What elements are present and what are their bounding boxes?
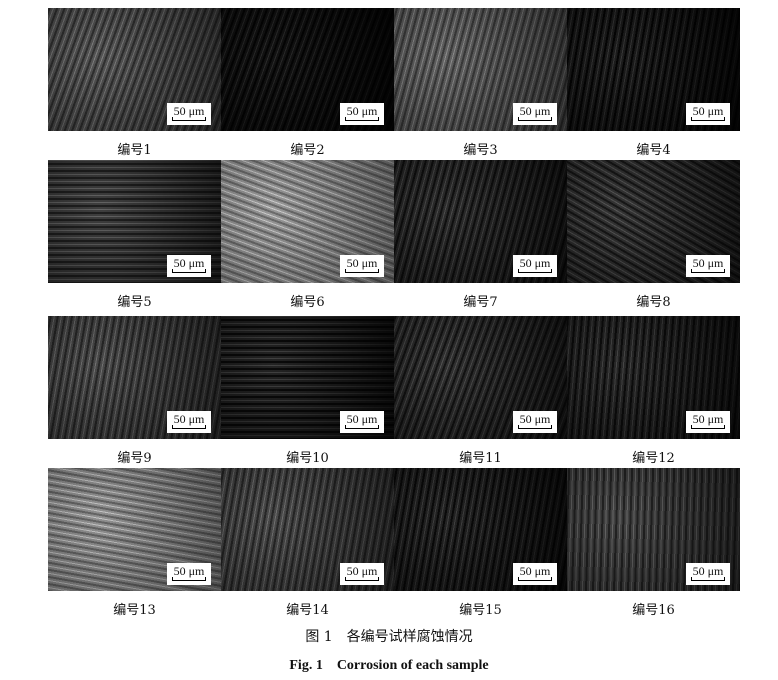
scale-bar-line — [345, 117, 379, 121]
scale-bar-label: 50 μm — [173, 104, 205, 118]
panel-label: 编号1 — [117, 143, 152, 158]
scale-bar-line — [345, 425, 379, 429]
scale-bar-line — [518, 117, 552, 121]
scale-bar: 50 μm — [167, 411, 211, 433]
micrograph-panel: 50 μm — [567, 160, 740, 283]
panel-label: 编号7 — [463, 295, 498, 310]
micrograph-panel: 50 μm — [48, 8, 221, 131]
scale-bar: 50 μm — [340, 103, 384, 125]
micrograph-panel: 50 μm — [394, 468, 567, 591]
scale-bar-line — [518, 425, 552, 429]
micrograph-panel: 50 μm — [48, 160, 221, 283]
scale-bar-label: 50 μm — [692, 104, 724, 118]
figure-caption-en: Fig. 1 Corrosion of each sample — [289, 658, 489, 673]
scale-bar-line — [172, 117, 206, 121]
scale-bar-label: 50 μm — [519, 256, 551, 270]
micrograph-panel: 50 μm — [394, 160, 567, 283]
scale-bar-line — [691, 577, 725, 581]
panel-label: 编号5 — [117, 295, 152, 310]
panel-label: 编号8 — [636, 295, 671, 310]
scale-bar-line — [691, 425, 725, 429]
scale-bar: 50 μm — [513, 255, 557, 277]
scale-bar: 50 μm — [686, 563, 730, 585]
scale-bar-line — [345, 269, 379, 273]
scale-bar: 50 μm — [340, 563, 384, 585]
panel-label: 编号10 — [286, 451, 329, 466]
scale-bar-line — [518, 269, 552, 273]
micrograph-panel: 50 μm — [48, 468, 221, 591]
panel-label: 编号4 — [636, 143, 671, 158]
scale-bar: 50 μm — [167, 103, 211, 125]
scale-bar: 50 μm — [167, 255, 211, 277]
micrograph-panel: 50 μm — [394, 316, 567, 439]
panel-label: 编号3 — [463, 143, 498, 158]
scale-bar-line — [691, 269, 725, 273]
micrograph-panel: 50 μm — [221, 8, 394, 131]
scale-bar-label: 50 μm — [692, 412, 724, 426]
micrograph-panel: 50 μm — [221, 468, 394, 591]
scale-bar-label: 50 μm — [692, 256, 724, 270]
scale-bar: 50 μm — [340, 255, 384, 277]
panel-label: 编号15 — [459, 603, 502, 618]
scale-bar-label: 50 μm — [173, 412, 205, 426]
scale-bar-label: 50 μm — [692, 564, 724, 578]
scale-bar-label: 50 μm — [519, 412, 551, 426]
panel-label: 编号13 — [113, 603, 156, 618]
panel-label: 编号9 — [117, 451, 152, 466]
scale-bar-line — [345, 577, 379, 581]
scale-bar-label: 50 μm — [173, 256, 205, 270]
panel-label: 编号11 — [459, 451, 502, 466]
figure-caption-cn: 图 1 各编号试样腐蚀情况 — [305, 629, 473, 645]
scale-bar: 50 μm — [513, 563, 557, 585]
micrograph-panel: 50 μm — [567, 8, 740, 131]
panel-label: 编号12 — [632, 451, 675, 466]
scale-bar: 50 μm — [686, 411, 730, 433]
scale-bar-line — [172, 577, 206, 581]
scale-bar-label: 50 μm — [519, 564, 551, 578]
scale-bar-label: 50 μm — [346, 104, 378, 118]
micrograph-panel: 50 μm — [48, 316, 221, 439]
micrograph-panel: 50 μm — [567, 316, 740, 439]
micrograph-panel: 50 μm — [221, 160, 394, 283]
scale-bar-label: 50 μm — [346, 564, 378, 578]
scale-bar-line — [518, 577, 552, 581]
scale-bar: 50 μm — [513, 411, 557, 433]
scale-bar-line — [172, 425, 206, 429]
scale-bar: 50 μm — [513, 103, 557, 125]
panel-label: 编号14 — [286, 603, 329, 618]
panel-label: 编号16 — [632, 603, 675, 618]
scale-bar: 50 μm — [686, 255, 730, 277]
scale-bar: 50 μm — [167, 563, 211, 585]
scale-bar-label: 50 μm — [346, 412, 378, 426]
scale-bar-label: 50 μm — [346, 256, 378, 270]
panel-label: 编号6 — [290, 295, 325, 310]
scale-bar: 50 μm — [340, 411, 384, 433]
scale-bar-label: 50 μm — [519, 104, 551, 118]
micrograph-panel: 50 μm — [567, 468, 740, 591]
micrograph-panel: 50 μm — [394, 8, 567, 131]
panel-label: 编号2 — [290, 143, 325, 158]
scale-bar: 50 μm — [686, 103, 730, 125]
micrograph-panel: 50 μm — [221, 316, 394, 439]
scale-bar-label: 50 μm — [173, 564, 205, 578]
scale-bar-line — [691, 117, 725, 121]
scale-bar-line — [172, 269, 206, 273]
